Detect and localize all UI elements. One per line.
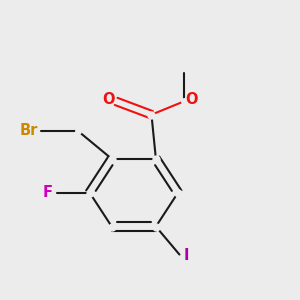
Text: O: O [103,92,115,107]
Text: Br: Br [20,123,38,138]
Text: O: O [185,92,197,107]
Text: I: I [184,248,189,263]
Text: F: F [43,185,53,200]
